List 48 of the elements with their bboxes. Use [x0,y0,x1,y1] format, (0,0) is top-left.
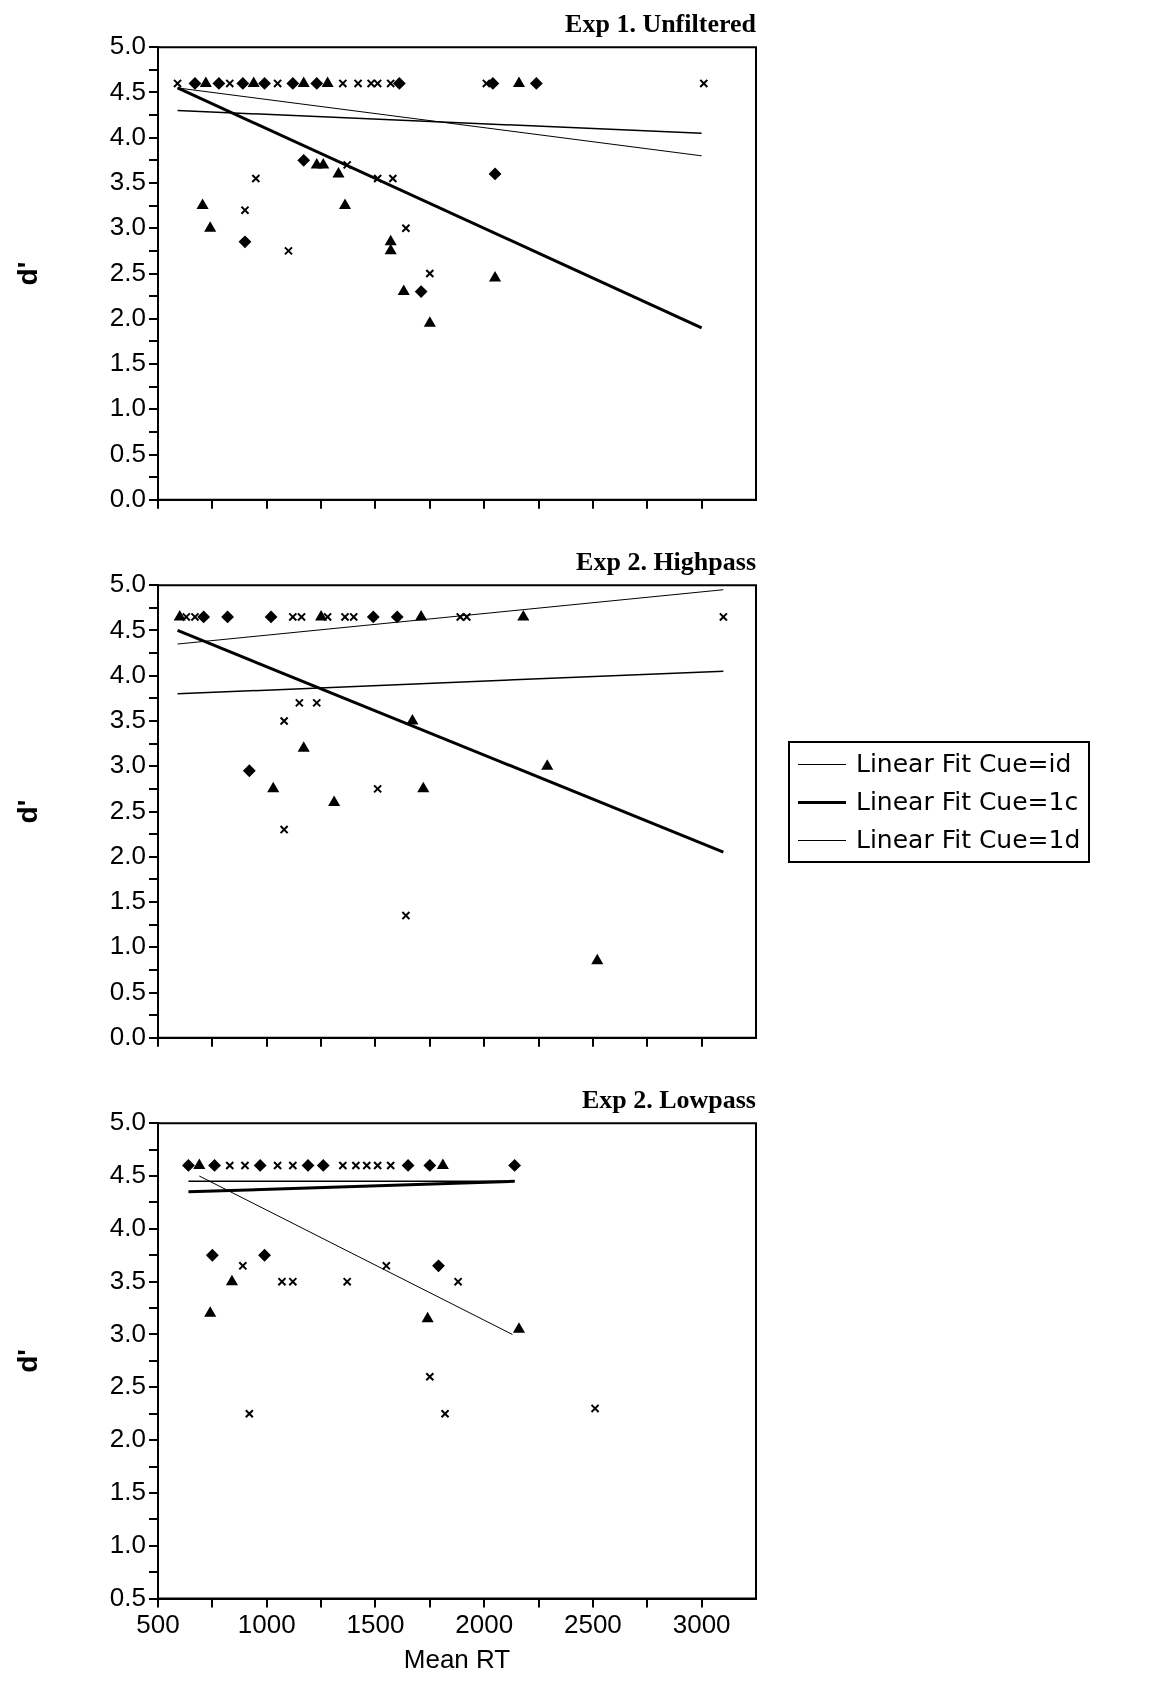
y-tick-label: 3.5 [109,704,146,735]
y-tick-label: 2.5 [109,1370,146,1401]
y-axis-title: d' [11,799,43,824]
y-tick-label: 4.0 [109,120,146,151]
y-tick-label: 1.0 [109,930,146,961]
y-tick-label: 0.5 [109,1581,146,1612]
y-tick-label: 1.5 [109,1476,146,1507]
y-tick-label: 0.5 [109,975,146,1006]
y-tick-label: 3.0 [109,749,146,780]
chart-title: Exp 2. Lowpass [581,1085,756,1115]
y-tick-label: 3.5 [109,1264,146,1295]
x-axis-title: Mean RT [403,1643,511,1674]
y-tick-label: 4.0 [109,1212,146,1243]
x-tick-label: 2000 [455,1609,514,1640]
x-tick-label: 3000 [672,1609,731,1640]
y-tick-label: 5.0 [109,1106,146,1137]
chart-title: Exp 1. Unfiltered [565,9,757,39]
y-tick-label: 2.5 [109,256,146,287]
y-tick-label: 1.0 [109,1528,146,1559]
y-tick-label: 3.0 [109,1317,146,1348]
y-tick-label: 3.0 [109,211,146,242]
x-tick-label: 1500 [346,1609,405,1640]
x-tick-label: 1000 [237,1609,296,1640]
y-tick-label: 2.0 [109,1423,146,1454]
y-tick-label: 4.0 [109,658,146,689]
x-tick-label: 2500 [563,1609,622,1640]
y-tick-label: 2.0 [109,839,146,870]
y-tick-label: 4.5 [109,1159,146,1190]
legend-label: Linear Fit Cue=1d [856,824,1081,856]
y-tick-label: 5.0 [109,30,146,61]
y-tick-label: 0.5 [109,437,146,468]
y-tick-label: 1.5 [109,885,146,916]
y-tick-label: 4.5 [109,75,146,106]
x-tick-label: 500 [136,1609,180,1640]
y-tick-label: 1.5 [109,347,146,378]
y-tick-label: 2.0 [109,301,146,332]
y-tick-label: 0.0 [109,482,146,513]
y-tick-label: 5.0 [109,568,146,599]
y-tick-label: 3.5 [109,166,146,197]
y-tick-label: 4.5 [109,613,146,644]
chart-title: Exp 2. Highpass [576,547,756,577]
legend-label: Linear Fit Cue=id [856,748,1072,780]
y-tick-label: 1.0 [109,392,146,423]
legend-label: Linear Fit Cue=1c [856,786,1079,818]
y-axis-title: d' [11,261,43,286]
y-tick-label: 2.5 [109,794,146,825]
y-tick-label: 0.0 [109,1020,146,1051]
y-axis-title: d' [11,1349,43,1373]
